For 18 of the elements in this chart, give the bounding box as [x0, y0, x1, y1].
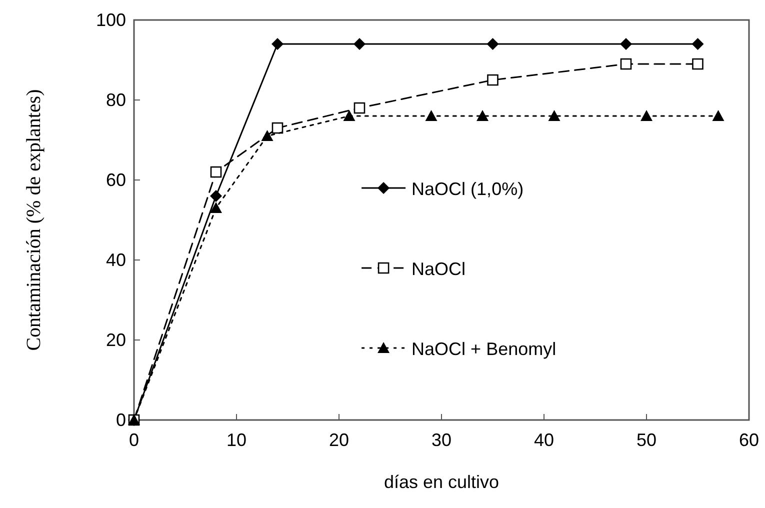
- legend-label: NaOCl (1,0%): [412, 179, 524, 199]
- legend-label: NaOCl + Benomyl: [412, 339, 556, 359]
- x-tick-label: 30: [431, 430, 452, 450]
- y-axis-title: Contaminación (% de explantes): [23, 89, 45, 351]
- y-tick-label: 40: [106, 250, 126, 270]
- y-tick-label: 0: [116, 410, 126, 430]
- x-tick-label: 10: [226, 430, 247, 450]
- y-tick-label: 60: [106, 170, 126, 190]
- x-tick-label: 20: [328, 430, 350, 450]
- y-tick-label: 20: [106, 330, 126, 350]
- y-tick-label: 80: [106, 90, 126, 110]
- x-tick-label: 50: [636, 430, 657, 450]
- x-tick-label: 60: [738, 430, 760, 450]
- x-axis-title: días en cultivo: [384, 472, 500, 492]
- y-tick-label: 100: [96, 10, 126, 30]
- legend-label: NaOCl: [412, 259, 466, 279]
- x-tick-label: 40: [534, 430, 554, 450]
- x-tick-label: 0: [128, 430, 140, 450]
